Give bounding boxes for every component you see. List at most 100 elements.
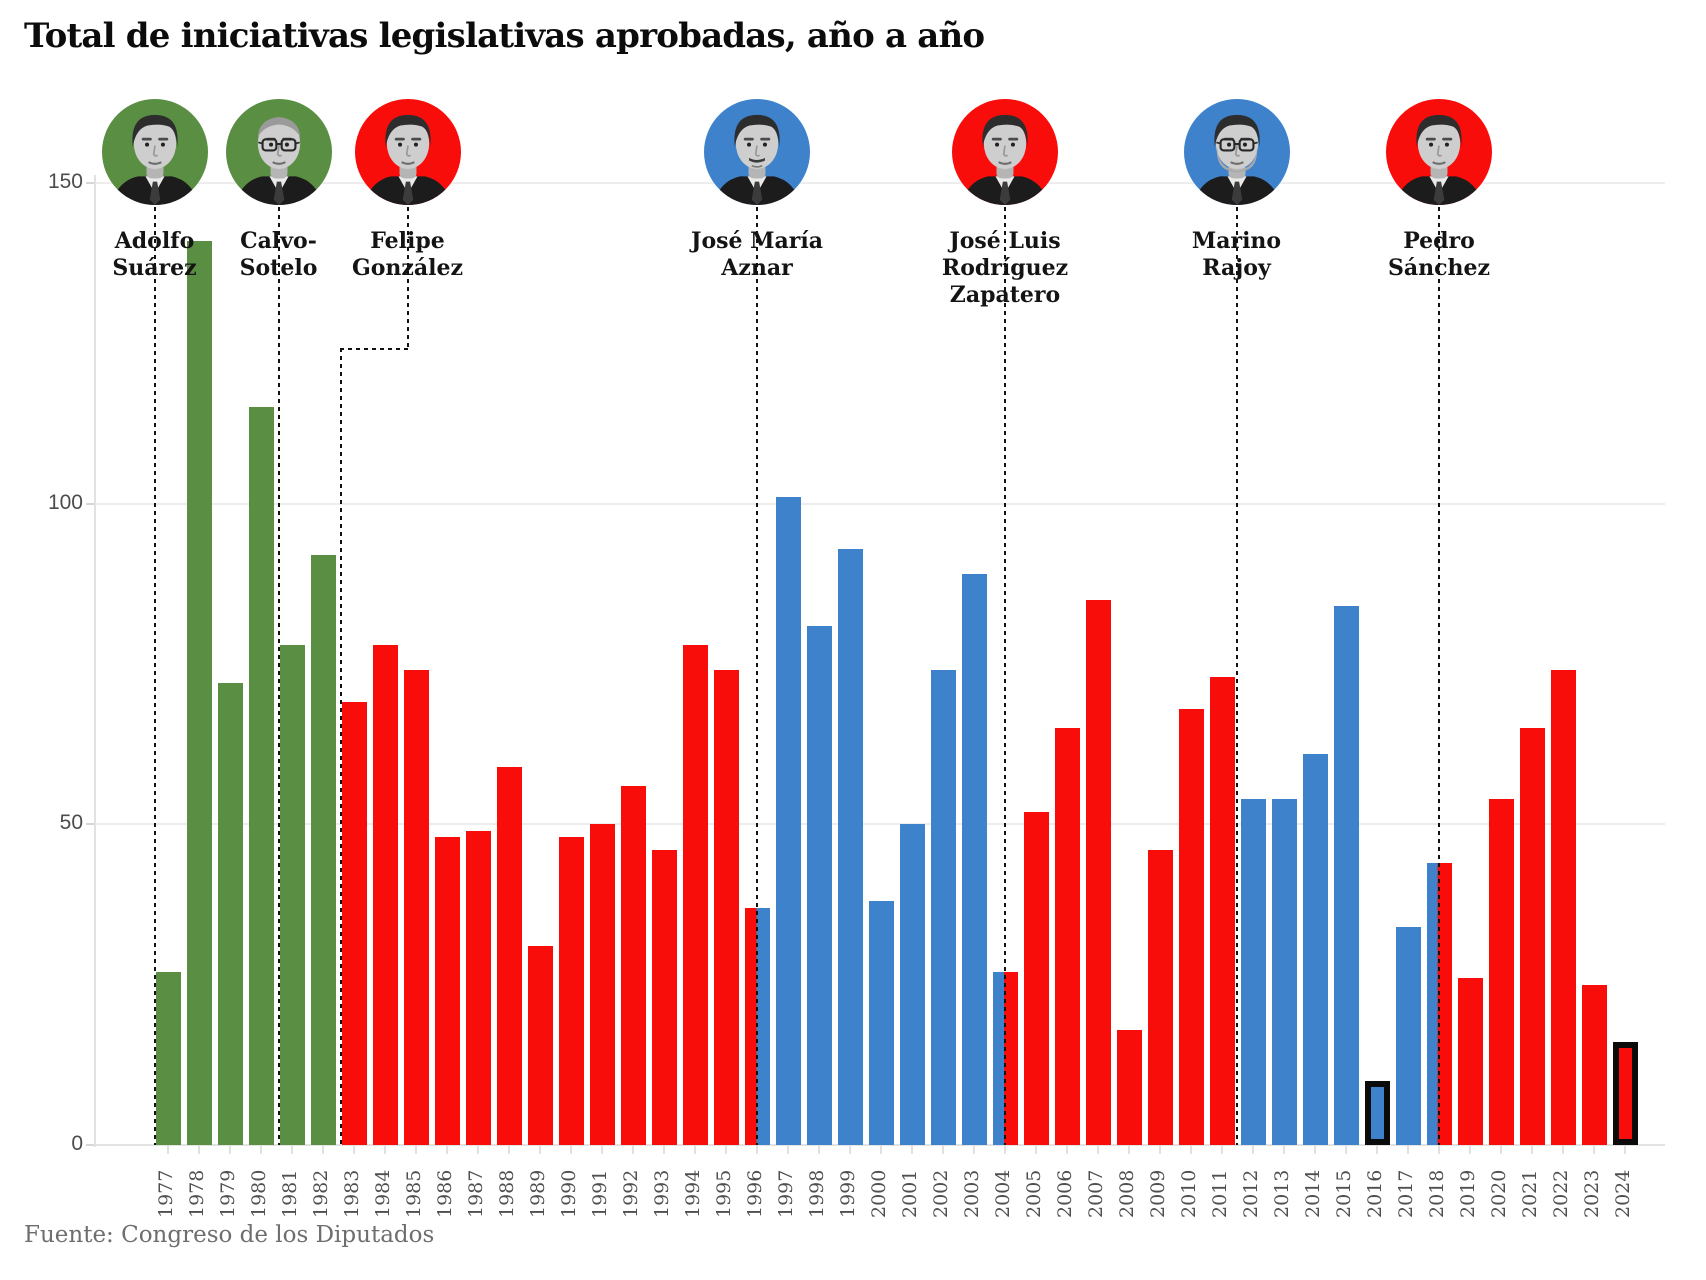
pm-name-adolfo-suarez: Adolfo Suárez — [112, 228, 197, 281]
pm-name-jose-maria-aznar: José María Aznar — [691, 228, 823, 281]
bar-2014 — [1302, 753, 1328, 1145]
y-axis-tick-0 — [86, 1144, 95, 1146]
x-axis-label-1989: 1989 — [527, 1169, 549, 1218]
x-axis-label-2006: 2006 — [1054, 1169, 1076, 1218]
x-axis-tick-1986 — [446, 1145, 448, 1154]
pm-photo-calvosotelo — [225, 99, 332, 205]
x-axis-tick-1993 — [663, 1145, 665, 1154]
bar-2020 — [1488, 798, 1514, 1145]
x-axis-label-2024: 2024 — [1612, 1169, 1634, 1218]
leader-line-felipe-gonzalez-upper — [406, 207, 409, 348]
x-axis-label-1979: 1979 — [217, 1169, 239, 1218]
bar-2019 — [1457, 978, 1483, 1145]
x-axis-tick-2018 — [1438, 1145, 1440, 1154]
x-axis-tick-1988 — [508, 1145, 510, 1154]
x-axis-tick-2023 — [1593, 1145, 1595, 1154]
x-axis-tick-2006 — [1066, 1145, 1068, 1154]
bar-2017 — [1395, 926, 1421, 1145]
bar-1991 — [589, 824, 615, 1145]
x-axis-label-1994: 1994 — [682, 1169, 704, 1218]
chart-title: Total de iniciativas legislativas aproba… — [24, 16, 985, 56]
bar-1979 — [217, 683, 243, 1145]
bar-1978 — [186, 240, 212, 1145]
x-axis-tick-1978 — [198, 1145, 200, 1154]
bar-1983 — [341, 702, 367, 1145]
pm-face-illustration — [1386, 99, 1492, 205]
bar-2005 — [1023, 811, 1049, 1145]
x-axis-label-1999: 1999 — [837, 1169, 859, 1218]
x-axis-label-2014: 2014 — [1302, 1169, 1324, 1218]
leader-line-felipe-gonzalez — [339, 348, 342, 1145]
pm-face-illustration — [952, 99, 1058, 205]
bar-2000 — [868, 901, 894, 1145]
pm-name-marino-rajoy: Marino Rajoy — [1191, 228, 1282, 281]
x-axis-tick-2020 — [1500, 1145, 1502, 1154]
bar-1995 — [713, 670, 739, 1145]
x-axis-tick-2017 — [1407, 1145, 1409, 1154]
leader-line-jose-maria-aznar — [756, 207, 758, 1145]
x-axis-label-1993: 1993 — [651, 1169, 673, 1218]
x-axis-label-1987: 1987 — [465, 1169, 487, 1218]
x-axis-label-2010: 2010 — [1178, 1169, 1200, 1218]
x-axis-tick-1984 — [384, 1145, 386, 1154]
x-axis-tick-2008 — [1128, 1145, 1130, 1154]
x-axis-label-1996: 1996 — [744, 1169, 766, 1218]
leader-line-adolfo-suarez — [153, 207, 156, 1145]
x-axis-label-1981: 1981 — [279, 1169, 301, 1218]
gridline-100 — [95, 502, 1665, 505]
x-axis-tick-2007 — [1097, 1145, 1099, 1154]
x-axis-label-2009: 2009 — [1147, 1169, 1169, 1218]
bar-2007 — [1085, 599, 1111, 1145]
x-axis-tick-2011 — [1221, 1145, 1223, 1154]
x-axis-label-2013: 2013 — [1271, 1169, 1293, 1218]
x-axis-label-2023: 2023 — [1581, 1169, 1603, 1218]
y-axis-label-100: 100 — [47, 490, 83, 514]
x-axis-label-1978: 1978 — [186, 1169, 208, 1218]
leader-line-calvosotelo — [277, 207, 280, 1145]
pm-photo-pedro-sanchez — [1386, 99, 1492, 205]
bar-2002 — [930, 670, 956, 1145]
x-axis-label-1985: 1985 — [403, 1169, 425, 1218]
bar-2006 — [1054, 728, 1080, 1145]
source-caption: Fuente: Congreso de los Diputados — [24, 1222, 435, 1248]
x-axis-tick-2010 — [1190, 1145, 1192, 1154]
pm-face-illustration — [354, 99, 461, 205]
x-axis-label-2001: 2001 — [899, 1169, 921, 1218]
x-axis-tick-2024 — [1624, 1145, 1626, 1154]
bar-1981 — [279, 644, 305, 1145]
x-axis-label-2012: 2012 — [1240, 1169, 1262, 1218]
bar-2001 — [899, 824, 925, 1145]
x-axis-label-1982: 1982 — [310, 1169, 332, 1218]
x-axis-tick-1987 — [477, 1145, 479, 1154]
bar-2024 — [1612, 1042, 1638, 1145]
x-axis-label-1990: 1990 — [558, 1169, 580, 1218]
x-axis-tick-2015 — [1345, 1145, 1347, 1154]
x-axis-label-2021: 2021 — [1519, 1169, 1541, 1218]
pm-name-pedro-sanchez: Pedro Sánchez — [1387, 228, 1491, 281]
x-axis-label-1998: 1998 — [806, 1169, 828, 1218]
x-axis-tick-2016 — [1376, 1145, 1378, 1154]
bar-2021 — [1519, 728, 1545, 1145]
leader-line-felipe-gonzalez-elbow — [339, 348, 409, 350]
bar-1990 — [558, 837, 584, 1145]
x-axis-tick-1982 — [322, 1145, 324, 1154]
y-axis-tick-100 — [86, 502, 95, 505]
bar-1993 — [651, 849, 677, 1145]
pm-photo-adolfo-suarez — [101, 99, 208, 205]
y-axis-line — [94, 175, 96, 1147]
pm-photo-jose-luis-rodriguez-zapatero — [952, 99, 1058, 205]
y-axis-label-0: 0 — [71, 1132, 83, 1155]
bar-2009 — [1147, 849, 1173, 1145]
x-axis-label-2011: 2011 — [1209, 1169, 1231, 1218]
pm-photo-felipe-gonzalez — [354, 99, 461, 205]
bar-2015 — [1333, 606, 1359, 1145]
x-axis-label-2007: 2007 — [1085, 1169, 1107, 1218]
bar-1988 — [496, 766, 522, 1145]
x-axis-tick-2001 — [911, 1145, 913, 1154]
x-axis-tick-1999 — [849, 1145, 851, 1154]
leader-line-marino-rajoy — [1235, 207, 1238, 1145]
x-axis-label-1983: 1983 — [341, 1169, 363, 1218]
x-axis-label-1995: 1995 — [713, 1169, 735, 1218]
pm-face-illustration — [704, 99, 810, 205]
